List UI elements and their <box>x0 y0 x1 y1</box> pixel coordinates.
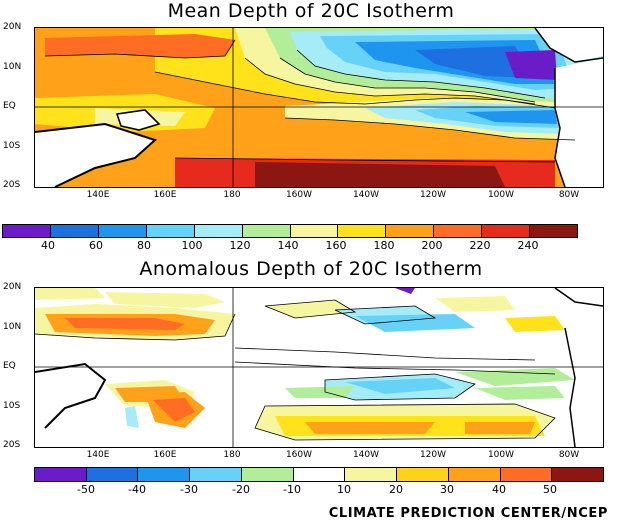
colorbar-label: 220 <box>469 239 491 252</box>
colorbar-swatch <box>241 468 294 481</box>
mean-depth-colorbar <box>2 224 578 238</box>
lat-label: 20S <box>3 180 21 190</box>
lon-label: 160W <box>285 190 313 200</box>
colorbar-swatch <box>290 225 339 237</box>
anomaly-depth-title: Anomalous Depth of 20C Isotherm <box>139 258 483 280</box>
colorbar-swatch <box>434 225 483 237</box>
lat-label: 20N <box>3 22 22 32</box>
colorbar-label: -40 <box>128 483 146 496</box>
colorbar-label: 120 <box>229 239 251 252</box>
lat-label: 20S <box>3 440 21 450</box>
lon-label: 140W <box>352 190 380 200</box>
colorbar-label: 180 <box>373 239 395 252</box>
anomaly-depth-colorbar <box>34 467 604 482</box>
colorbar-swatch <box>397 468 449 481</box>
lon-label: 80W <box>558 190 580 200</box>
colorbar-swatch <box>345 468 398 481</box>
colorbar-swatch <box>293 468 346 481</box>
colorbar-label: 10 <box>337 483 351 496</box>
lon-label: 120W <box>419 450 447 460</box>
colorbar-label: 40 <box>492 483 506 496</box>
lon-label: 140E <box>86 190 110 200</box>
colorbar-label: -30 <box>180 483 198 496</box>
lon-label: 120W <box>419 190 447 200</box>
lat-label: 10N <box>3 322 22 332</box>
colorbar-label: 40 <box>41 239 55 252</box>
lat-label: 20N <box>3 282 22 292</box>
lon-label: 140E <box>86 450 110 460</box>
colorbar-label: 60 <box>89 239 103 252</box>
lon-label: 160W <box>285 450 313 460</box>
colorbar-swatch <box>242 225 291 237</box>
lon-label: 180 <box>223 450 241 460</box>
lon-label: 140W <box>352 450 380 460</box>
colorbar-label: 50 <box>543 483 557 496</box>
colorbar-swatch <box>86 468 139 481</box>
lat-label: 10S <box>3 401 21 411</box>
colorbar-swatch <box>138 468 191 481</box>
anomaly-depth-map <box>34 287 604 448</box>
colorbar-label: 80 <box>137 239 151 252</box>
colorbar-swatch <box>338 225 387 237</box>
mean-depth-title: Mean Depth of 20C Isotherm <box>167 0 455 22</box>
lon-label: 180 <box>223 190 241 200</box>
colorbar-swatch <box>552 468 604 481</box>
colorbar-label: 240 <box>517 239 539 252</box>
colorbar-swatch <box>35 468 87 481</box>
colorbar-label: 200 <box>421 239 443 252</box>
credit-text: CLIMATE PREDICTION CENTER/NCEP <box>328 506 608 521</box>
lon-label: 160E <box>153 450 177 460</box>
colorbar-swatch <box>98 225 147 237</box>
lon-label: 100W <box>487 190 515 200</box>
lat-label: 10N <box>3 62 22 72</box>
colorbar-label: -50 <box>77 483 95 496</box>
lon-label: 100W <box>487 450 515 460</box>
colorbar-swatch <box>50 225 99 237</box>
colorbar-swatch <box>500 468 553 481</box>
lat-label: EQ <box>3 361 16 371</box>
lat-label: EQ <box>3 101 16 111</box>
lat-label: 10S <box>3 141 21 151</box>
colorbar-swatch <box>146 225 195 237</box>
colorbar-label: 20 <box>389 483 403 496</box>
colorbar-label: -20 <box>232 483 250 496</box>
colorbar-label: 160 <box>325 239 347 252</box>
colorbar-swatch <box>482 225 531 237</box>
colorbar-swatch <box>190 468 242 481</box>
colorbar-label: 30 <box>440 483 454 496</box>
lon-label: 80W <box>558 450 580 460</box>
lon-label: 160E <box>153 190 177 200</box>
colorbar-swatch <box>3 225 51 237</box>
colorbar-label: 100 <box>181 239 203 252</box>
colorbar-label: -10 <box>283 483 301 496</box>
colorbar-swatch <box>194 225 243 237</box>
colorbar-swatch <box>448 468 501 481</box>
colorbar-label: 140 <box>277 239 299 252</box>
colorbar-swatch <box>530 225 578 237</box>
mean-depth-map <box>34 27 604 188</box>
colorbar-swatch <box>386 225 435 237</box>
